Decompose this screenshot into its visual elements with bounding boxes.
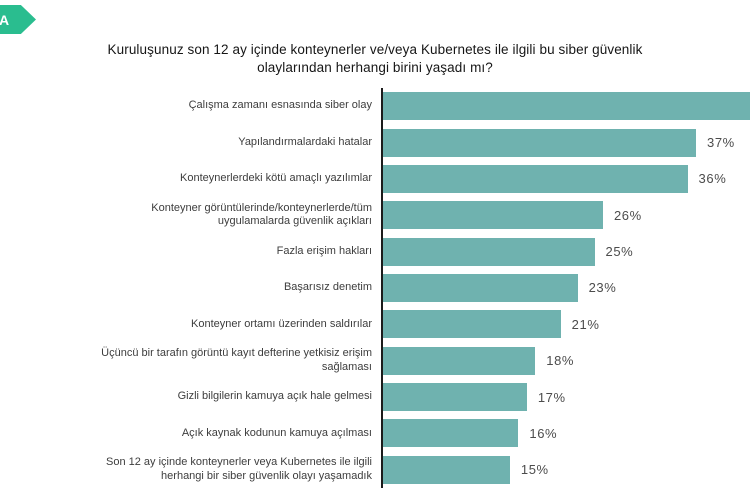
- category-label-cell: Gizli bilgilerin kamuya açık hale gelmes…: [0, 379, 381, 415]
- category-label: Başarısız denetim: [283, 281, 372, 294]
- bar: [383, 419, 519, 448]
- bar-track: [381, 88, 750, 125]
- bar: [383, 201, 603, 230]
- bar: [383, 383, 527, 412]
- chart-row: Konteyner ortamı üzerinden saldırılar 21%: [0, 306, 750, 343]
- bar-track: 16%: [381, 415, 750, 452]
- bar-track: 23%: [381, 269, 750, 307]
- category-label: Çalışma zamanı esnasında siber olay: [188, 99, 372, 112]
- chart-row: Fazla erişim hakları 25%: [0, 233, 750, 270]
- chart-row: Yapılandırmalardaki hatalar 37%: [0, 124, 750, 161]
- bar-track: 37%: [381, 124, 750, 161]
- category-label: Konteyner görüntülerinde/konteynerlerde/…: [151, 201, 372, 228]
- bar: [383, 455, 510, 484]
- category-label-cell: Konteynerlerdeki kötü amaçlı yazılımlar: [0, 161, 381, 197]
- bar: [383, 310, 561, 339]
- chart-row: Konteynerlerdeki kötü amaçlı yazılımlar 3…: [0, 160, 750, 198]
- ribbon-letter: A: [0, 11, 10, 28]
- bar-track: 25%: [381, 233, 750, 270]
- category-label-cell: Çalışma zamanı esnasında siber olay: [0, 88, 381, 124]
- value-label: 37%: [707, 135, 735, 151]
- chart-row: Başarısız denetim 23%: [0, 269, 750, 307]
- chart-row: Üçüncü bir tarafın görüntü kayıt defteri…: [0, 342, 750, 379]
- category-label-cell: Başarısız denetim: [0, 270, 381, 306]
- bar-track: 18%: [381, 342, 750, 379]
- value-label: 26%: [613, 207, 642, 223]
- bar-track: 17%: [381, 378, 750, 416]
- value-label: 21%: [571, 316, 600, 332]
- category-label: Konteyner ortamı üzerinden saldırılar: [191, 317, 372, 330]
- category-label: Son 12 ay içinde konteynerler veya Kuber…: [106, 456, 372, 482]
- bar-track: 15%: [381, 451, 750, 488]
- value-label: 25%: [605, 244, 634, 260]
- bar-track: 26%: [381, 197, 750, 234]
- chart-row: Konteyner görüntülerinde/konteynerlerde/…: [0, 197, 750, 234]
- category-label-cell: Yapılandırmalardaki hatalar: [0, 124, 381, 160]
- corner-ribbon-tag: A: [0, 5, 36, 34]
- chart-row: Son 12 ay içinde konteynerler veya Kuber…: [0, 451, 750, 488]
- chart-row: Gizli bilgilerin kamuya açık hale gelmes…: [0, 378, 750, 416]
- chart-row: Çalışma zamanı esnasında siber olay: [0, 88, 750, 125]
- category-label-cell: Fazla erişim hakları: [0, 233, 381, 269]
- category-label-cell: Konteyner görüntülerinde/konteynerlerde/…: [0, 197, 381, 233]
- category-label: Fazla erişim hakları: [276, 244, 372, 257]
- value-label: 36%: [698, 171, 727, 187]
- bar: [383, 128, 697, 157]
- bar-track: 36%: [381, 160, 750, 198]
- category-label: Açık kaynak kodunun kamuya açılması: [181, 426, 372, 439]
- category-label-cell: Konteyner ortamı üzerinden saldırılar: [0, 306, 381, 342]
- bar: [383, 237, 595, 266]
- horizontal-bar-chart: Çalışma zamanı esnasında siber olay Yapıl…: [0, 88, 750, 488]
- chart-title: Kuruluşunuz son 12 ay içinde konteynerle…: [107, 42, 643, 75]
- title-container: Kuruluşunuz son 12 ay içinde konteynerle…: [0, 41, 750, 77]
- bar: [383, 273, 578, 302]
- bar: [383, 164, 688, 193]
- category-label: Konteynerlerdeki kötü amaçlı yazılımlar: [180, 172, 372, 185]
- category-label: Yapılandırmalardaki hatalar: [238, 135, 372, 148]
- value-label: 23%: [588, 280, 617, 296]
- category-label-cell: Açık kaynak kodunun kamuya açılması: [0, 415, 381, 451]
- category-label-cell: Üçüncü bir tarafın görüntü kayıt defteri…: [0, 343, 381, 379]
- value-label: 15%: [520, 462, 549, 478]
- value-label: 16%: [529, 425, 558, 441]
- chart-row: Açık kaynak kodunun kamuya açılması 16%: [0, 415, 750, 452]
- category-label: Gizli bilgilerin kamuya açık hale gelmes…: [177, 390, 372, 403]
- bar: [383, 346, 536, 375]
- category-label-cell: Son 12 ay içinde konteynerler veya Kuber…: [0, 452, 381, 488]
- value-label: 18%: [546, 353, 575, 369]
- bar-track: 21%: [381, 306, 750, 343]
- category-label: Üçüncü bir tarafın görüntü kayıt defteri…: [101, 347, 372, 373]
- value-label: 17%: [537, 389, 566, 405]
- bar: [383, 92, 750, 121]
